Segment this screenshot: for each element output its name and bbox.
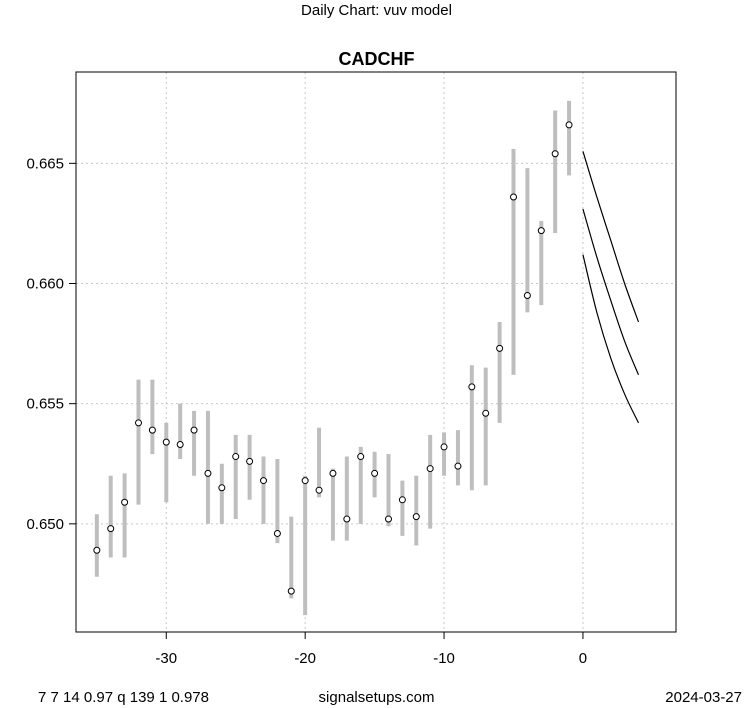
x-tick-label: -30 (155, 650, 177, 667)
close-point (510, 193, 517, 201)
close-point (260, 477, 267, 485)
x-tick-label: -20 (294, 650, 316, 667)
close-point (204, 469, 212, 477)
forecast-line (582, 254, 640, 424)
x-tick-label: 0 (579, 650, 587, 667)
close-point (176, 441, 184, 449)
close-point (287, 587, 295, 595)
footer-site: signalsetups.com (318, 689, 435, 706)
range-bars (94, 100, 572, 616)
close-points (93, 121, 573, 595)
close-point (468, 383, 476, 391)
chart-suptitle: Daily Chart: vuv model (301, 2, 452, 19)
y-tick-label: 0.660 (26, 276, 64, 293)
close-point (301, 477, 309, 485)
close-point (246, 457, 254, 465)
forecast-line (582, 208, 640, 376)
chart-title: CADCHF (338, 49, 415, 69)
close-point (135, 419, 142, 427)
close-point (329, 469, 337, 477)
close-point (385, 515, 392, 523)
close-point (190, 426, 198, 434)
forecast-lines (582, 151, 640, 424)
close-point (412, 513, 420, 521)
close-point (343, 515, 351, 523)
close-point (454, 462, 462, 470)
close-point (121, 498, 129, 506)
close-point (398, 496, 406, 504)
footer-date: 2024-03-27 (665, 689, 742, 706)
close-point (357, 453, 365, 461)
y-tick-label: 0.650 (26, 516, 64, 533)
grid-lines (76, 72, 676, 632)
close-point (273, 529, 281, 537)
close-point (565, 121, 573, 129)
close-point (148, 426, 156, 434)
close-point (551, 150, 559, 158)
axes: -30 -20 -10 0 0.650 0.655 0.660 0.665 (26, 71, 677, 667)
close-point (496, 344, 504, 352)
footer-model-params: 7 7 14 0.97 q 139 1 0.978 (38, 689, 209, 706)
close-point (315, 486, 323, 494)
x-tick-label: -10 (433, 650, 455, 667)
close-point (162, 438, 170, 446)
y-tick-label: 0.655 (26, 396, 64, 413)
close-point (218, 484, 226, 492)
close-point (426, 465, 434, 473)
close-point (93, 546, 101, 554)
close-point (523, 292, 531, 300)
close-point (482, 409, 490, 417)
plot-border (75, 71, 677, 633)
close-point (107, 525, 115, 533)
close-point (371, 469, 379, 477)
close-point (440, 443, 448, 451)
forecast-line (582, 151, 640, 323)
y-tick-label: 0.665 (26, 155, 64, 172)
close-point (232, 453, 240, 461)
close-point (537, 227, 545, 235)
